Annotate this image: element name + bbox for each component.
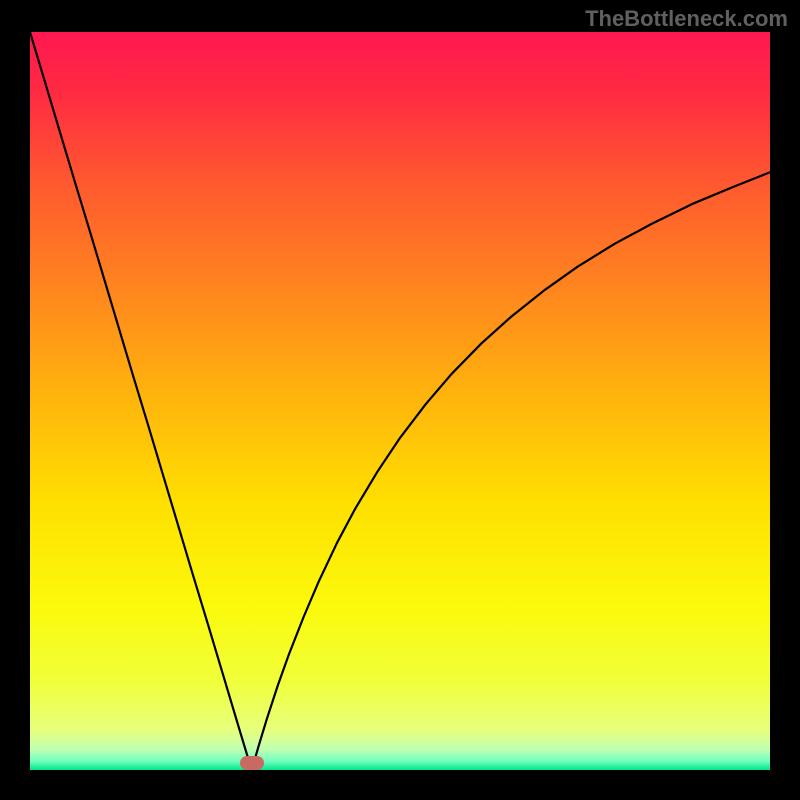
plot-frame [30, 32, 770, 770]
plot-svg [30, 32, 770, 770]
optimal-point-marker [240, 756, 264, 770]
plot-area [30, 32, 770, 770]
watermark-text: TheBottleneck.com [585, 6, 788, 32]
